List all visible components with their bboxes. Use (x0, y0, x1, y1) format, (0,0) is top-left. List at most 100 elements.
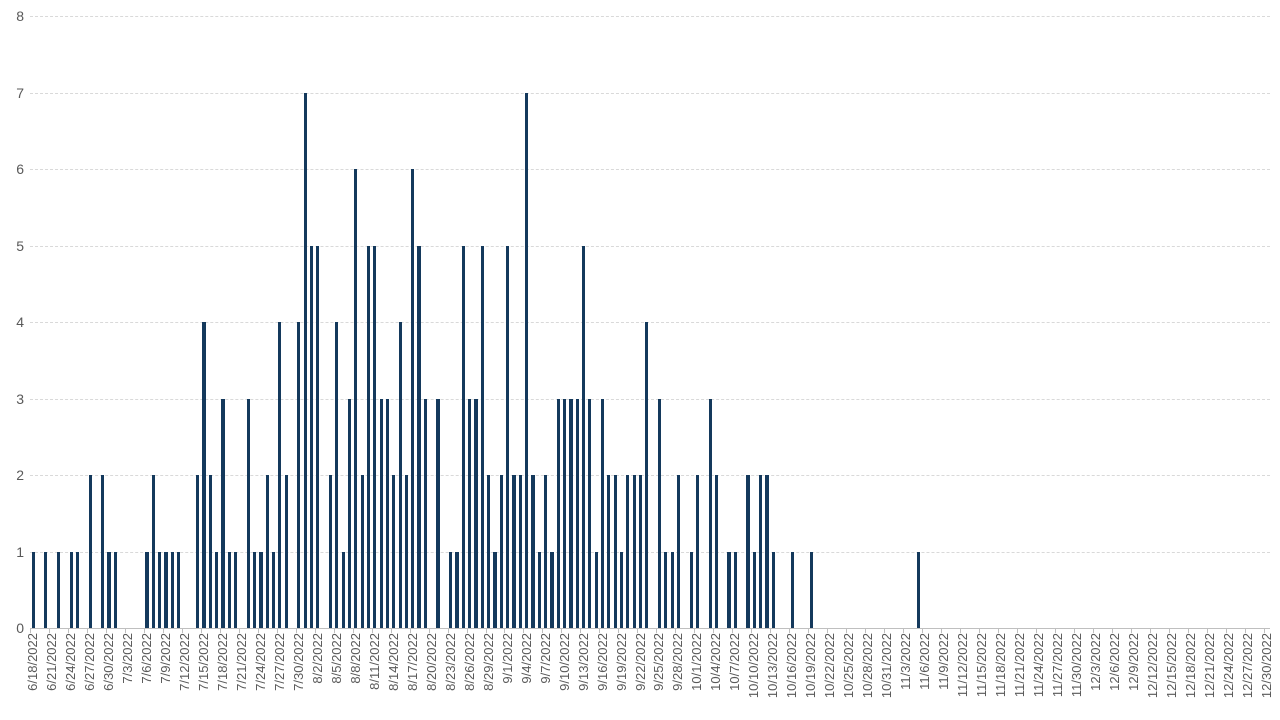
x-axis-label: 7/6/2022 (139, 633, 155, 684)
x-axis-label: 8/29/2022 (480, 633, 496, 691)
bar (550, 551, 554, 628)
x-axis-label: 12/24/2022 (1220, 633, 1236, 699)
bar (398, 322, 402, 628)
x-axis-label: 8/8/2022 (347, 633, 363, 684)
x-axis-tick (162, 629, 164, 633)
x-axis-label: 7/3/2022 (120, 633, 136, 684)
x-axis-tick (447, 629, 449, 633)
x-axis-tick (124, 629, 126, 633)
x-axis-tick (978, 629, 980, 633)
x-axis-tick (238, 629, 240, 633)
x-axis-line (30, 628, 1270, 629)
bar (44, 551, 48, 628)
x-axis-tick (656, 629, 658, 633)
x-axis-tick (997, 629, 999, 633)
x-axis-tick (1225, 629, 1227, 633)
x-axis-tick (143, 629, 145, 633)
x-axis-tick (523, 629, 525, 633)
bar (309, 245, 314, 628)
x-axis-tick (922, 629, 924, 633)
bar (170, 551, 174, 628)
x-axis-tick (770, 629, 772, 633)
x-axis-tick (637, 629, 639, 633)
x-axis-tick (694, 629, 696, 633)
x-axis-label: 11/27/2022 (1050, 633, 1066, 698)
x-axis-tick (30, 629, 31, 633)
bar (436, 398, 440, 628)
x-axis-label: 7/27/2022 (271, 633, 287, 691)
bar (202, 322, 206, 628)
x-axis-label: 7/24/2022 (252, 633, 268, 691)
bar (164, 551, 168, 628)
x-axis-tick (1111, 629, 1113, 633)
x-axis-label: 8/20/2022 (423, 633, 439, 691)
x-axis-label: 6/18/2022 (25, 633, 41, 691)
x-axis-label: 11/6/2022 (917, 633, 933, 690)
bar (259, 551, 263, 628)
x-axis-tick (219, 629, 221, 633)
bar (177, 551, 181, 628)
bar (385, 398, 390, 628)
x-axis-tick (808, 629, 810, 633)
x-axis-label: 10/13/2022 (765, 633, 781, 699)
bar (506, 245, 510, 628)
bar (664, 551, 668, 628)
x-axis-label: 11/15/2022 (974, 633, 990, 698)
bar (537, 551, 541, 628)
bar (613, 475, 617, 628)
x-axis-label: 10/10/2022 (746, 633, 762, 699)
bar (588, 398, 592, 628)
x-axis-tick (941, 629, 943, 633)
x-axis-label: 7/15/2022 (195, 633, 211, 691)
x-axis-label: 12/18/2022 (1182, 633, 1198, 699)
bar (455, 551, 459, 628)
x-axis-label: 7/18/2022 (214, 633, 230, 691)
x-axis-label: 10/25/2022 (841, 633, 857, 699)
x-axis-label: 9/28/2022 (670, 633, 686, 691)
y-axis-label: 2 (16, 467, 24, 483)
x-axis-label: 9/13/2022 (575, 633, 591, 691)
x-axis-label: 10/16/2022 (784, 633, 800, 699)
bar (145, 551, 149, 628)
x-axis-label: 10/7/2022 (727, 633, 743, 691)
bar (689, 551, 693, 628)
y-axis-label: 1 (16, 543, 24, 560)
bar (512, 475, 516, 628)
bar (493, 551, 497, 628)
bar (809, 551, 813, 628)
bar (657, 398, 662, 628)
x-axis-tick (884, 629, 886, 633)
bar (575, 398, 579, 628)
y-axis-label: 4 (16, 314, 24, 330)
bar (56, 551, 61, 628)
x-axis-label: 12/30/2022 (1258, 633, 1274, 699)
bar (759, 475, 763, 628)
x-axis-label: 9/4/2022 (518, 633, 534, 684)
x-axis-label: 7/30/2022 (290, 633, 306, 691)
bar (278, 322, 282, 628)
x-axis-label: 6/30/2022 (101, 633, 117, 691)
bar (151, 475, 155, 628)
x-axis-label: 12/21/2022 (1201, 633, 1217, 699)
x-axis-label: 9/10/2022 (556, 633, 572, 691)
x-axis-tick (751, 629, 753, 633)
bar (379, 398, 383, 628)
bar (158, 551, 162, 628)
bar (581, 245, 586, 628)
x-axis-label: 8/2/2022 (309, 633, 325, 684)
bar (373, 245, 377, 628)
bar (708, 398, 712, 628)
bar (556, 398, 560, 628)
bar (487, 475, 491, 628)
bar (347, 398, 352, 628)
x-axis-tick (827, 629, 829, 633)
x-axis-label: 10/31/2022 (879, 633, 895, 699)
bar (695, 475, 700, 628)
bar (113, 551, 117, 628)
x-axis-tick (352, 629, 354, 633)
x-axis-label: 8/17/2022 (404, 633, 420, 691)
x-axis-label: 12/6/2022 (1107, 633, 1122, 691)
x-axis-tick (295, 629, 297, 633)
x-axis-tick (1130, 629, 1132, 633)
x-axis-label: 11/21/2022 (1012, 633, 1028, 698)
